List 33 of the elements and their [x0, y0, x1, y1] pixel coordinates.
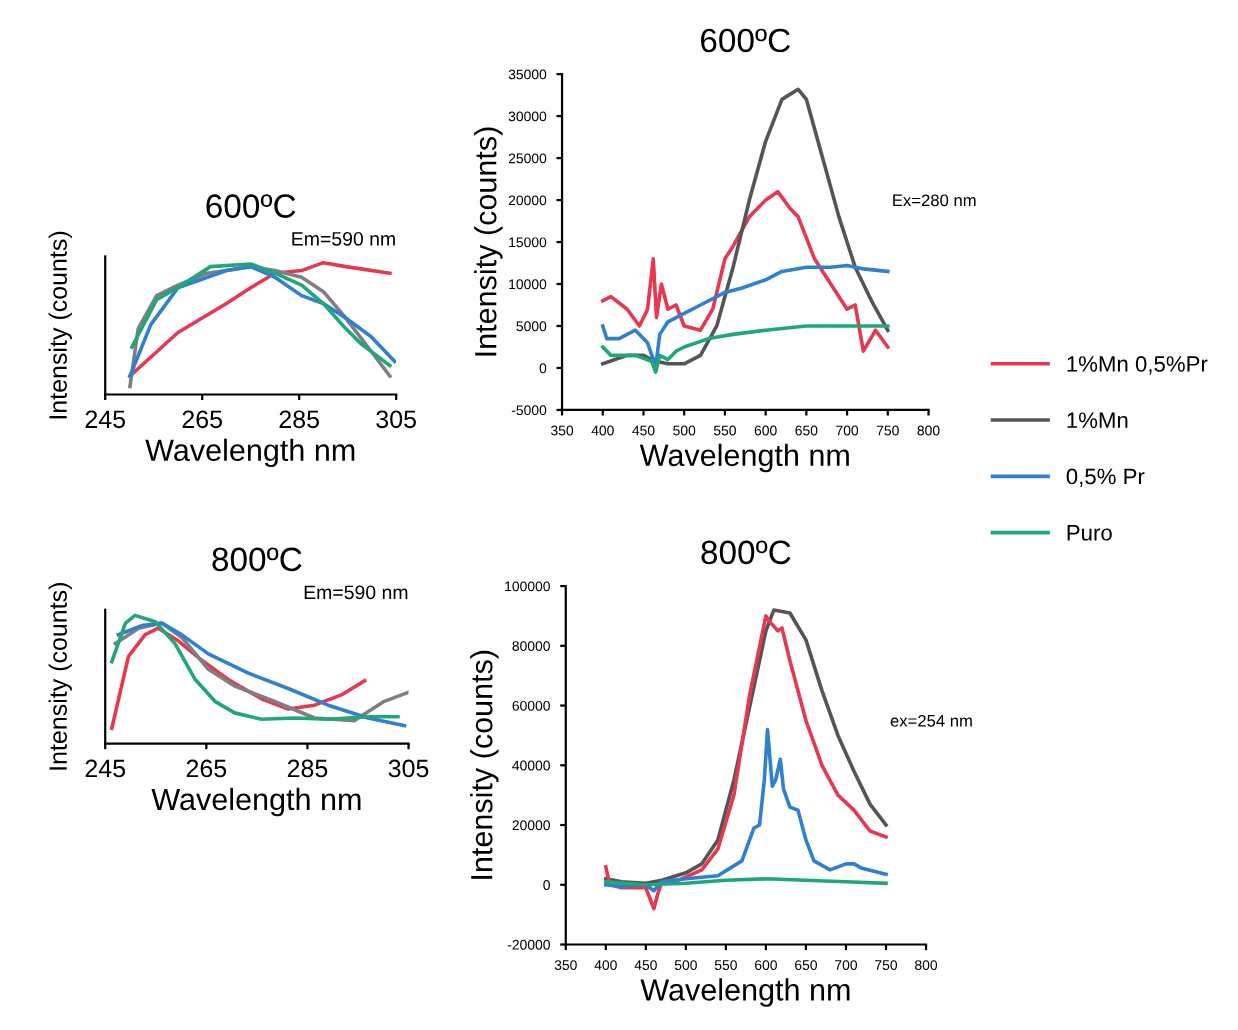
x-tick-label: 285: [287, 759, 328, 778]
legend-label: 0,5% Pr: [1066, 468, 1145, 487]
legend-label: 1%Mn 0,5%Pr: [1067, 356, 1208, 375]
chart-title: 600ºC: [701, 28, 790, 53]
line-series: [600, 324, 890, 374]
chart-title: 600ºC: [206, 194, 296, 218]
text: Em=590 nm: [304, 585, 408, 600]
x-tick-label: 245: [85, 410, 126, 429]
annotation: Ex=280 nm: [893, 194, 976, 207]
line-series: [600, 189, 890, 353]
x-tick-label: 305: [376, 410, 416, 429]
y-axis-title: Intensity (counts): [474, 127, 503, 356]
line-series: [603, 727, 888, 893]
x-axis-title: Wavelength nm: [639, 443, 849, 473]
y-axis-title: Intensity (counts): [48, 583, 72, 770]
y-axis-title: Intensity (counts): [48, 231, 72, 419]
chart-title: 800ºC: [701, 540, 791, 565]
x-axis-title: Wavelength nm: [145, 438, 355, 468]
x-axis-title: Wavelength nm: [640, 978, 850, 1007]
y-axis-title: Intensity (counts): [470, 650, 499, 879]
x-tick-label: 245: [85, 759, 126, 778]
annotation: ex=254 nm: [890, 714, 972, 727]
legend-label: Puro: [1067, 525, 1112, 541]
x-axis-title: Wavelength nm: [151, 787, 361, 817]
legend-label: 1%Mn: [1067, 412, 1128, 428]
x-tick-label: 305: [388, 759, 429, 778]
text: Em=590 nm: [292, 231, 395, 246]
line-series: [600, 263, 890, 369]
chart-title: 800ºC: [212, 547, 302, 572]
x-tick-label: 265: [182, 410, 223, 429]
x-tick-label: 265: [186, 759, 227, 778]
x-tick-label: 285: [279, 410, 319, 429]
line-series: [600, 87, 890, 366]
